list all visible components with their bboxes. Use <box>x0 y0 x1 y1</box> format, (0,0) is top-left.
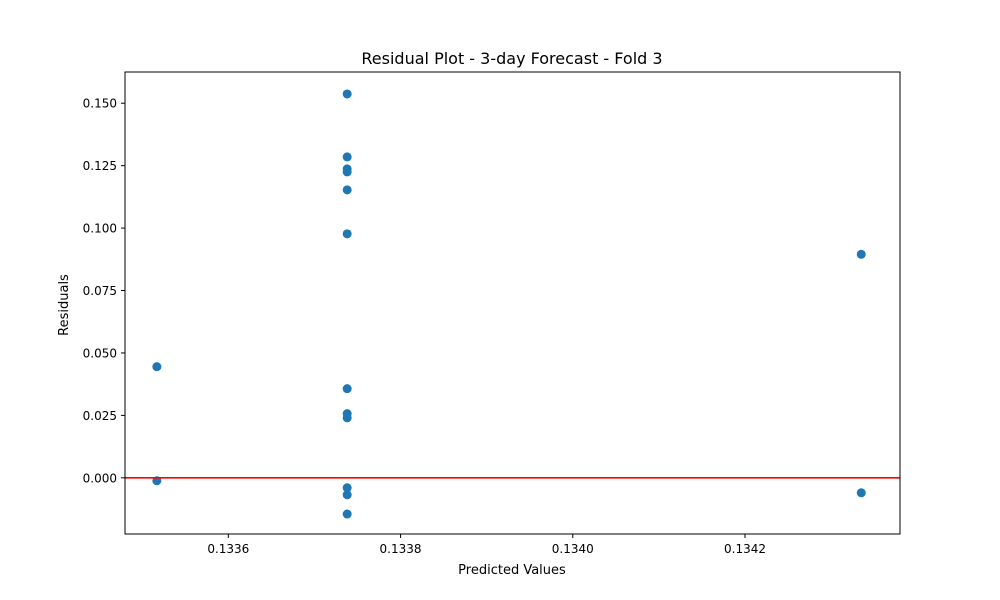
x-axis-label: Predicted Values <box>458 563 566 578</box>
x-tick-label: 0.1336 <box>207 542 249 556</box>
data-point-13 <box>342 490 352 500</box>
data-point-11 <box>342 413 352 423</box>
data-point-6 <box>342 167 352 177</box>
x-tick-label: 0.1342 <box>724 542 766 556</box>
y-tick-label: 0.125 <box>83 159 117 173</box>
chart-title: Residual Plot - 3-day Forecast - Fold 3 <box>361 49 662 68</box>
data-point-16 <box>856 488 866 498</box>
x-axis-ticks: 0.1336 0.1338 0.1340 0.1342 <box>207 534 766 556</box>
data-point-4 <box>342 152 352 162</box>
plot-area <box>124 71 901 535</box>
y-axis-ticks: 0.000 0.025 0.050 0.075 0.100 0.125 0.150 <box>83 97 125 485</box>
y-tick-label: 0.150 <box>83 97 117 111</box>
data-point-7 <box>342 185 352 195</box>
data-point-15 <box>856 249 866 259</box>
x-tick-label: 0.1340 <box>552 542 594 556</box>
x-tick-label: 0.1338 <box>380 542 422 556</box>
data-point-1 <box>152 362 162 372</box>
data-point-12 <box>342 483 352 493</box>
plot-frame <box>124 71 901 535</box>
y-tick-label: 0.050 <box>83 346 117 360</box>
data-point-14 <box>342 509 352 519</box>
data-point-3 <box>342 89 352 99</box>
y-tick-label: 0.025 <box>83 409 117 423</box>
y-tick-label: 0.000 <box>83 471 117 485</box>
y-tick-label: 0.075 <box>83 284 117 298</box>
y-axis-label: Residuals <box>57 274 72 336</box>
y-tick-label: 0.100 <box>83 222 117 236</box>
data-point-8 <box>342 229 352 239</box>
data-point-9 <box>342 384 352 394</box>
